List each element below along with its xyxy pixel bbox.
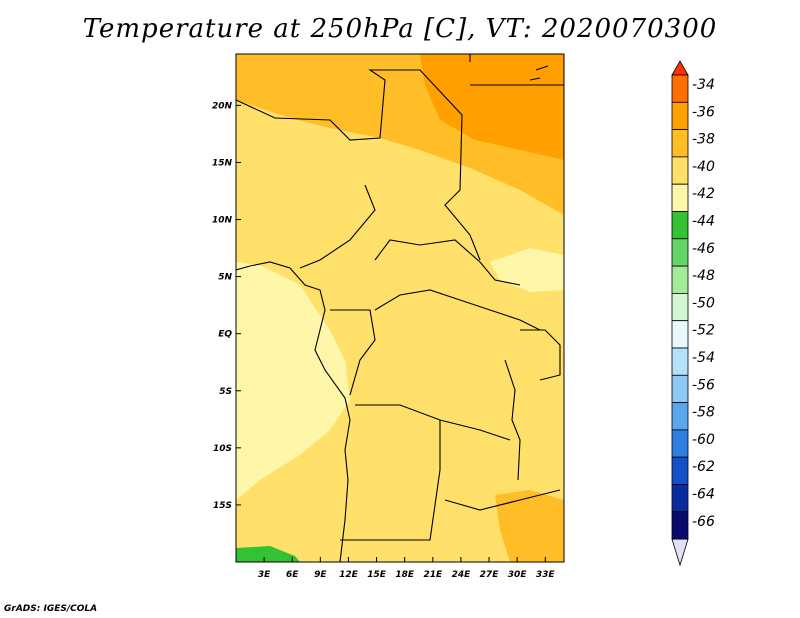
colorbar-label: -34 <box>692 77 715 93</box>
x-tick-label: 9E <box>314 570 327 580</box>
colorbar-label: -62 <box>692 459 715 475</box>
y-tick-label: 10N <box>212 216 233 226</box>
colorbar-label: -66 <box>692 514 715 530</box>
x-axis: 3E 6E 9E 12E 15E 18E 21E 24E 27E 30E 33E <box>258 557 556 580</box>
colorbar-box <box>671 456 689 485</box>
colorbar-top-arrow <box>671 60 689 76</box>
colorbar-bottom-arrow <box>671 538 689 567</box>
border-north-east <box>469 54 564 86</box>
y-tick-label: 20N <box>212 101 233 111</box>
region-south-west-corner <box>236 546 300 562</box>
chart-title: Temperature at 250hPa [C], VT: 202007030… <box>82 14 718 44</box>
border-central <box>374 239 521 286</box>
x-tick-label: 15E <box>367 570 387 580</box>
region-north-east-warm <box>420 54 564 160</box>
colorbar-box <box>671 101 689 131</box>
border-east <box>520 329 561 381</box>
colorbar-label: -38 <box>692 132 715 148</box>
colorbar-box <box>671 374 689 403</box>
colorbar-label: -50 <box>692 295 715 311</box>
border-drc-north <box>374 289 541 331</box>
colorbar: -34 -36 -38 -40 -42 -44 -46 -48 -50 -52 -54 -56 -58 -… <box>671 60 715 567</box>
x-tick-label: 30E <box>508 570 528 580</box>
plot-frame <box>235 53 565 563</box>
colorbar-label: -40 <box>692 159 715 175</box>
colorbar-box <box>671 74 689 103</box>
x-tick-label: 12E <box>339 570 359 580</box>
colorbar-label: -58 <box>692 405 715 421</box>
border-lakes <box>504 359 521 481</box>
colorbar-box <box>671 129 689 158</box>
border-west-central <box>299 184 376 269</box>
colorbar-label: -46 <box>692 241 715 257</box>
border-zambia <box>444 489 561 511</box>
y-tick-label: EQ <box>218 330 232 340</box>
region-east-cool <box>490 248 564 292</box>
x-tick-label: 6E <box>286 570 299 580</box>
y-tick-label: 10S <box>213 444 232 454</box>
x-tick-label: 3E <box>258 570 271 580</box>
colorbar-box <box>671 292 689 322</box>
y-axis: 20N 15N 10N 5N EQ 5S 10S 15S <box>212 101 241 511</box>
coastline <box>236 261 351 562</box>
colorbar-label: -44 <box>692 214 715 230</box>
x-tick-label: 21E <box>423 570 443 580</box>
colorbar-label: -48 <box>692 268 715 284</box>
temperature-field <box>236 54 564 562</box>
colorbar-label: -56 <box>692 377 715 393</box>
country-borders <box>236 54 564 562</box>
colorbar-label: -42 <box>692 186 715 202</box>
colorbar-box <box>671 429 689 458</box>
border-north <box>236 69 481 261</box>
colorbar-box <box>671 238 689 267</box>
colorbar-box <box>671 211 689 240</box>
border-gabon <box>330 309 376 396</box>
colorbar-box <box>671 156 689 185</box>
colorbar-box <box>671 183 689 212</box>
grads-credit: GrADS: IGES/COLA <box>4 604 98 614</box>
colorbar-label: -60 <box>692 432 715 448</box>
colorbar-label: -54 <box>692 350 715 366</box>
x-tick-label: 27E <box>480 570 500 580</box>
y-tick-label: 5S <box>219 387 232 397</box>
x-tick-label: 33E <box>536 570 556 580</box>
coast-red-sea <box>529 65 549 81</box>
colorbar-box <box>671 484 689 513</box>
colorbar-box <box>671 402 689 431</box>
region-south-west-cool <box>236 262 350 500</box>
colorbar-box <box>671 347 689 376</box>
colorbar-label: -64 <box>692 487 715 503</box>
colorbar-label: -52 <box>692 323 715 339</box>
colorbar-box <box>671 511 689 540</box>
colorbar-label: -36 <box>692 104 715 120</box>
border-angola <box>340 420 441 541</box>
region-south-east-warm <box>495 490 564 562</box>
colorbar-box <box>671 265 689 294</box>
y-tick-label: 5N <box>218 273 232 283</box>
y-tick-label: 15N <box>212 158 233 168</box>
x-tick-label: 18E <box>395 570 415 580</box>
x-tick-label: 24E <box>452 570 472 580</box>
colorbar-box <box>671 320 689 349</box>
y-tick-label: 15S <box>213 501 232 511</box>
